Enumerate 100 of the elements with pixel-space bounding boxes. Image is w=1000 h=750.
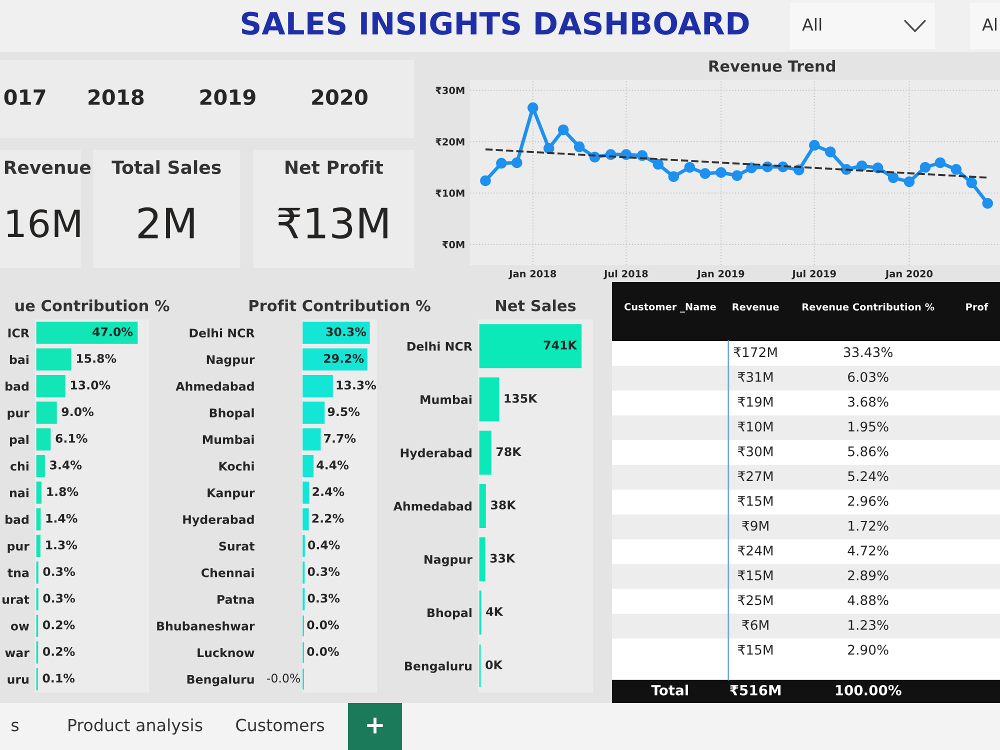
data-label: 47.0% [92, 327, 133, 336]
bar [36, 428, 51, 450]
y-tick-label: nai [10, 488, 28, 498]
bar [302, 454, 314, 478]
y-tick-label: Bengaluru [187, 674, 254, 686]
y-tick-label: ow [10, 624, 30, 631]
text: ₹15M [738, 644, 773, 655]
data-label: 0.3% [43, 567, 76, 576]
text: Customer _Name [624, 303, 716, 313]
text: Total Sales [112, 160, 221, 174]
text: Net Profit [286, 160, 384, 174]
data-label: 0.3% [308, 594, 340, 603]
point [496, 158, 507, 169]
data-label: 0.3% [43, 594, 76, 603]
y-tick-label: urat [2, 595, 30, 604]
point [512, 157, 522, 168]
text: 2.96% [848, 496, 888, 506]
bar [36, 348, 72, 371]
y-tick-label: pur [8, 410, 30, 420]
data-label: 33K [490, 554, 516, 563]
y-tick-label: ICR [8, 328, 30, 338]
data-label: 0.2% [42, 620, 75, 630]
bar [302, 322, 370, 344]
data-label: 29.2% [324, 354, 364, 363]
data-label: 13.0% [70, 380, 110, 390]
chart-title: Revenue Trend [709, 60, 835, 72]
data-label: 9.0% [62, 407, 94, 416]
bar [479, 324, 582, 368]
bar [302, 428, 321, 450]
y-tick-label: Delhi NCR [407, 342, 472, 351]
chart-title: Net Sales [496, 300, 576, 312]
data-label: 2.4% [312, 487, 344, 496]
point [746, 162, 757, 174]
text: 5.86% [848, 446, 888, 456]
bar [36, 322, 138, 344]
text: ₹6M [742, 620, 768, 630]
text: 100.00% [836, 684, 902, 696]
text: ₹31M [738, 372, 773, 382]
y-tick-label: Mumbai [420, 394, 472, 404]
bar [302, 375, 333, 398]
y-tick-label: bad [6, 382, 28, 391]
y-tick-label: ₹10M [436, 190, 464, 197]
text: Total [651, 684, 688, 696]
point [716, 167, 726, 178]
text: 2019 [200, 89, 256, 106]
chart-title: Profit Contribution % [250, 300, 430, 312]
bar [36, 402, 57, 424]
point [528, 102, 538, 114]
y-tick-label: Bhopal [428, 608, 472, 620]
data-label: 4K [486, 607, 504, 616]
bar [302, 482, 310, 504]
y-tick-label: Bengaluru [405, 661, 472, 673]
text: SALES INSIGHTS DASHBOARD [242, 12, 749, 35]
y-tick-label: Hyderabad [400, 448, 472, 460]
text: 2018 [88, 89, 144, 106]
text: ₹19M [738, 396, 773, 407]
x-tick-label: Jan 2018 [508, 270, 556, 280]
text: 017 [4, 89, 46, 106]
data-label: 2.2% [312, 514, 344, 523]
text: Revenue [732, 303, 779, 311]
data-label: 30.3% [326, 327, 366, 336]
chart-title: ue Contribution % [15, 300, 170, 312]
data-label: 9.5% [328, 407, 360, 416]
text: All [802, 18, 822, 31]
data-label: 0.4% [308, 540, 340, 550]
y-tick-label: Hyderabad [183, 514, 254, 526]
y-tick-label: pal [10, 434, 28, 446]
x-tick-label: Jan 2019 [696, 270, 744, 280]
text: 2M [138, 207, 194, 238]
text: ₹25M [738, 595, 773, 606]
text: s [12, 722, 19, 732]
y-tick-label: Ahmedabad [393, 502, 472, 511]
text: 5.24% [848, 471, 888, 482]
text: 1.72% [848, 520, 888, 531]
text: 33.43% [844, 347, 893, 358]
point [480, 175, 491, 186]
text: 4.88% [848, 595, 888, 606]
x-tick-label: Jul 2019 [792, 270, 836, 280]
point [684, 162, 696, 173]
text: 3.68% [848, 396, 888, 407]
point [558, 124, 569, 136]
bar [479, 537, 486, 582]
data-label: 78K [496, 447, 522, 456]
text: ₹15M [738, 496, 773, 506]
text: 2.90% [848, 644, 888, 655]
point [809, 140, 820, 151]
data-label: 135K [504, 394, 538, 403]
y-tick-label: uru [8, 677, 28, 684]
bar [302, 348, 368, 371]
text: 6.03% [848, 372, 888, 382]
point [904, 176, 915, 188]
data-label: 0.0% [307, 647, 339, 656]
y-tick-label: Kanpur [208, 488, 255, 500]
point [732, 170, 742, 181]
text: ₹516M [730, 684, 781, 696]
y-tick-label: Lucknow [198, 648, 254, 658]
text: Al [982, 18, 996, 31]
data-label: 7.7% [324, 434, 356, 443]
y-tick-label: ₹0M [442, 240, 464, 248]
y-tick-label: Surat [219, 542, 255, 551]
